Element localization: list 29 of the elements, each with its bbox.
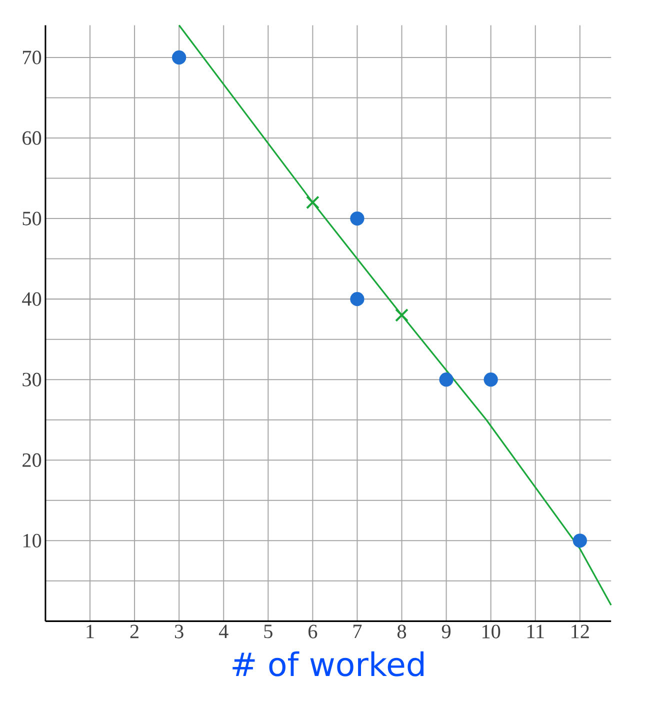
y-tick-label: 30: [22, 372, 41, 386]
x-tick-label: 7: [353, 624, 362, 638]
x-tick-label: 11: [527, 624, 544, 638]
y-tick-label: 50: [22, 212, 41, 226]
point: [306, 196, 320, 210]
x-tick-label: 6: [308, 624, 317, 638]
point: [394, 308, 408, 322]
x-tick-label: 8: [397, 624, 406, 638]
x-tick-label: 10: [482, 624, 500, 638]
point: [484, 372, 498, 387]
point: [438, 372, 454, 387]
y-tick-label: 60: [22, 131, 41, 145]
x-tick-label: 12: [571, 624, 589, 638]
point: [172, 50, 186, 65]
x-axis-title: # of worked: [232, 651, 424, 676]
y-tick-label: 70: [22, 50, 41, 64]
x-tick-label: 9: [442, 624, 450, 638]
line-series: [178, 24, 612, 606]
y-tick-label: 20: [22, 453, 41, 467]
x-tick-label: 5: [264, 624, 272, 638]
point: [572, 534, 587, 548]
point: [350, 292, 364, 306]
y-tick-label: 40: [22, 292, 41, 306]
point: [350, 211, 364, 226]
x-tick-label: 3: [174, 624, 184, 638]
y-tick-label: 10: [23, 534, 41, 548]
x-tick-label: 4: [218, 624, 228, 638]
x-tick-label: 1: [86, 624, 94, 638]
x-tick-label: 2: [130, 624, 138, 638]
